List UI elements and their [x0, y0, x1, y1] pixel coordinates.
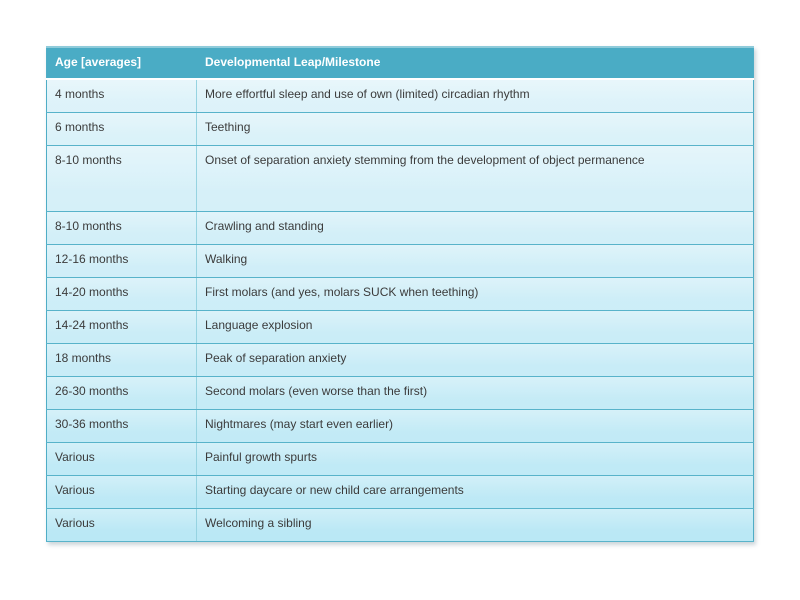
header-row: Age [averages] Developmental Leap/Milest…: [46, 46, 754, 80]
table-body: 4 months More effortful sleep and use of…: [46, 79, 754, 542]
table-row: 14-24 months Language explosion: [46, 310, 754, 344]
milestone-cell: Onset of separation anxiety stemming fro…: [196, 145, 754, 212]
milestone-cell: Starting daycare or new child care arran…: [196, 475, 754, 509]
table-row: 4 months More effortful sleep and use of…: [46, 79, 754, 113]
table-row: 12-16 months Walking: [46, 244, 754, 278]
milestone-cell: Nightmares (may start even earlier): [196, 409, 754, 443]
age-cell: Various: [46, 475, 197, 509]
table-row: 6 months Teething: [46, 112, 754, 146]
milestone-cell: Teething: [196, 112, 754, 146]
milestone-cell: Second molars (even worse than the first…: [196, 376, 754, 410]
milestone-cell: More effortful sleep and use of own (lim…: [196, 79, 754, 113]
age-cell: 14-24 months: [46, 310, 197, 344]
age-cell: 14-20 months: [46, 277, 197, 311]
age-cell: 8-10 months: [46, 145, 197, 212]
table-row: 30-36 months Nightmares (may start even …: [46, 409, 754, 443]
age-cell: Various: [46, 442, 197, 476]
table-row: 8-10 months Crawling and standing: [46, 211, 754, 245]
milestone-cell: Language explosion: [196, 310, 754, 344]
age-cell: 18 months: [46, 343, 197, 377]
age-cell: 8-10 months: [46, 211, 197, 245]
table-row: 18 months Peak of separation anxiety: [46, 343, 754, 377]
table-row: 14-20 months First molars (and yes, mola…: [46, 277, 754, 311]
table-row: 26-30 months Second molars (even worse t…: [46, 376, 754, 410]
milestone-cell: Crawling and standing: [196, 211, 754, 245]
age-cell: 6 months: [46, 112, 197, 146]
milestones-table: Age [averages] Developmental Leap/Milest…: [46, 46, 754, 542]
age-cell: 4 months: [46, 79, 197, 113]
age-cell: 30-36 months: [46, 409, 197, 443]
column-header-age: Age [averages]: [46, 46, 197, 80]
table-row: Various Starting daycare or new child ca…: [46, 475, 754, 509]
age-cell: Various: [46, 508, 197, 542]
table-row: 8-10 months Onset of separation anxiety …: [46, 145, 754, 212]
milestone-cell: Peak of separation anxiety: [196, 343, 754, 377]
table-header: Age [averages] Developmental Leap/Milest…: [46, 46, 754, 80]
table-row: Various Painful growth spurts: [46, 442, 754, 476]
column-header-milestone: Developmental Leap/Milestone: [196, 46, 754, 80]
age-cell: 26-30 months: [46, 376, 197, 410]
milestone-cell: Painful growth spurts: [196, 442, 754, 476]
milestone-cell: First molars (and yes, molars SUCK when …: [196, 277, 754, 311]
milestone-cell: Walking: [196, 244, 754, 278]
age-cell: 12-16 months: [46, 244, 197, 278]
milestone-cell: Welcoming a sibling: [196, 508, 754, 542]
table-row: Various Welcoming a sibling: [46, 508, 754, 542]
